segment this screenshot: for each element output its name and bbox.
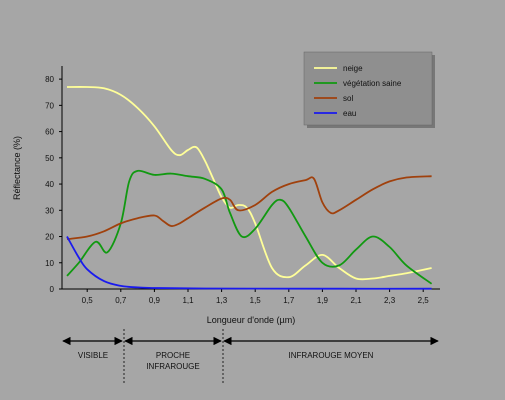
x-tick-label: 2,1 [350,296,362,305]
x-tick-label: 0,7 [115,296,127,305]
legend-label-eau: eau [343,109,356,118]
x-tick-label: 1,7 [283,296,295,305]
region-label-mir: INFRAROUGE MOYEN [289,351,374,360]
series-line-eau [66,236,432,290]
x-axis-label: Longueur d'onde (µm) [207,315,295,325]
x-tick-label: 0,5 [82,296,94,305]
region-label-nir-1: PROCHE [156,351,190,360]
y-axis-label: Réflectance (%) [12,136,22,200]
y-tick-label: 10 [45,259,54,268]
series-line-neige [66,86,432,281]
x-tick-label: 1,3 [216,296,228,305]
legend: neige végétation saine sol eau [303,51,435,128]
x-tick-label: 2,3 [384,296,396,305]
x-tick-label: 0,9 [149,296,161,305]
y-tick-label: 70 [45,101,54,110]
y-tick-label: 40 [45,180,54,189]
y-tick-label: 20 [45,233,54,242]
spectral-regions: VISIBLE PROCHE INFRAROUGE INFRAROUGE MOY… [62,329,439,384]
region-label-visible: VISIBLE [78,351,108,360]
series-line-sol [66,175,432,241]
region-label-nir-2: INFRAROUGE [146,362,199,371]
y-tick-label: 0 [50,285,55,294]
series-line-vegetation-saine [66,169,433,285]
x-tick-label: 1,5 [250,296,262,305]
y-tick-label: 30 [45,206,54,215]
x-tick-label: 1,9 [317,296,329,305]
legend-box [303,51,433,126]
x-tick-label: 2,5 [418,296,430,305]
y-tick-label: 60 [45,128,54,137]
legend-label-vegetation-saine: végétation saine [343,79,402,88]
y-tick-label: 50 [45,154,54,163]
y-tick-label: 80 [45,75,54,84]
legend-label-neige: neige [343,64,363,73]
legend-label-sol: sol [343,94,353,103]
x-tick-label: 1,1 [182,296,194,305]
